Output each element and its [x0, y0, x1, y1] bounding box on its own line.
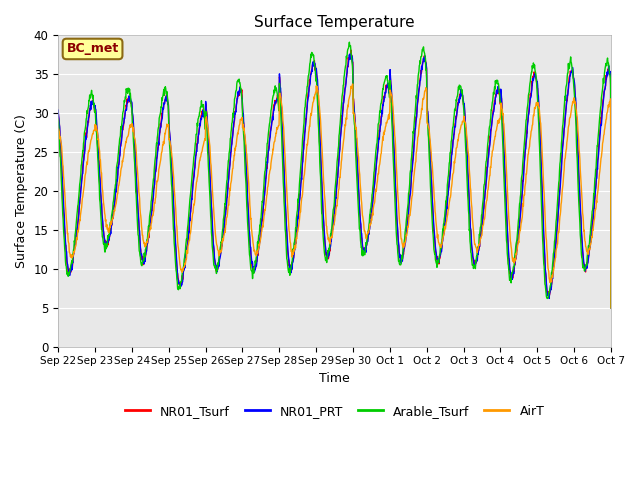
Line: NR01_PRT: NR01_PRT [58, 54, 611, 308]
Line: Arable_Tsurf: Arable_Tsurf [58, 42, 611, 308]
Arable_Tsurf [177, 278, 185, 284]
Line: NR01_Tsurf: NR01_Tsurf [58, 50, 611, 308]
Arable_Tsurf [493, 77, 500, 83]
NR01_PRT [54, 107, 62, 113]
NR01_PRT [164, 99, 172, 105]
NR01_PRT [493, 91, 500, 97]
NR01_Tsurf [542, 271, 550, 276]
NR01_Tsurf [239, 113, 247, 119]
NR01_Tsurf [347, 47, 355, 53]
NR01_PRT [177, 281, 185, 287]
X-axis label: Time: Time [319, 372, 350, 385]
Arable_Tsurf [239, 121, 247, 127]
AirT [421, 88, 429, 94]
NR01_Tsurf [164, 102, 172, 108]
AirT [349, 81, 356, 87]
AirT [164, 124, 172, 130]
Title: Surface Temperature: Surface Temperature [254, 15, 415, 30]
NR01_Tsurf [421, 56, 429, 62]
NR01_PRT [542, 270, 550, 276]
AirT [239, 122, 247, 128]
AirT [177, 266, 185, 272]
AirT [542, 228, 550, 234]
Line: AirT: AirT [58, 84, 611, 308]
Arable_Tsurf [607, 305, 615, 311]
NR01_PRT [239, 110, 247, 116]
AirT [493, 124, 500, 130]
NR01_Tsurf [54, 108, 62, 114]
Text: BC_met: BC_met [67, 42, 118, 56]
Arable_Tsurf [346, 39, 353, 45]
Arable_Tsurf [54, 116, 62, 122]
Legend: NR01_Tsurf, NR01_PRT, Arable_Tsurf, AirT: NR01_Tsurf, NR01_PRT, Arable_Tsurf, AirT [120, 400, 549, 423]
NR01_Tsurf [493, 89, 500, 95]
Arable_Tsurf [542, 287, 550, 292]
AirT [54, 126, 62, 132]
Arable_Tsurf [164, 97, 172, 103]
NR01_Tsurf [177, 281, 185, 287]
NR01_PRT [607, 305, 615, 311]
NR01_PRT [346, 51, 354, 57]
AirT [607, 305, 615, 311]
Y-axis label: Surface Temperature (C): Surface Temperature (C) [15, 114, 28, 268]
Arable_Tsurf [421, 51, 429, 57]
NR01_PRT [421, 54, 429, 60]
NR01_Tsurf [607, 305, 615, 311]
